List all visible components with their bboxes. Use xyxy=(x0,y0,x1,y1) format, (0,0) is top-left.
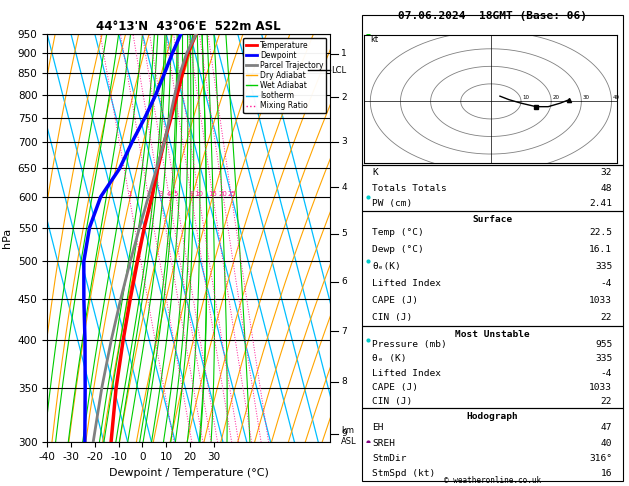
Text: 48: 48 xyxy=(601,184,612,193)
Legend: Temperature, Dewpoint, Parcel Trajectory, Dry Adiabat, Wet Adiabat, Isotherm, Mi: Temperature, Dewpoint, Parcel Trajectory… xyxy=(243,38,326,113)
Text: 16.1: 16.1 xyxy=(589,244,612,254)
Text: 7: 7 xyxy=(342,327,347,336)
Text: 22: 22 xyxy=(601,397,612,406)
Text: Hodograph: Hodograph xyxy=(466,412,518,421)
Text: 40: 40 xyxy=(613,95,620,100)
Text: 1: 1 xyxy=(127,191,131,197)
Text: 47: 47 xyxy=(601,423,612,433)
Text: 22: 22 xyxy=(601,312,612,322)
Text: Most Unstable: Most Unstable xyxy=(455,330,530,339)
Text: Pressure (mb): Pressure (mb) xyxy=(372,340,447,349)
Text: 10: 10 xyxy=(523,95,530,100)
Text: StmDir: StmDir xyxy=(372,454,406,463)
Text: 8: 8 xyxy=(342,377,347,386)
Text: 20: 20 xyxy=(219,191,228,197)
Text: km
ASL: km ASL xyxy=(342,426,357,446)
Text: Dewp (°C): Dewp (°C) xyxy=(372,244,424,254)
Text: Surface: Surface xyxy=(472,215,512,225)
Text: 2: 2 xyxy=(342,93,347,102)
Text: 2: 2 xyxy=(147,191,150,197)
Text: CAPE (J): CAPE (J) xyxy=(372,382,418,392)
Text: 4: 4 xyxy=(167,191,171,197)
Text: 335: 335 xyxy=(595,261,612,271)
Text: 15: 15 xyxy=(209,191,218,197)
Text: -4: -4 xyxy=(601,278,612,288)
Text: LCL: LCL xyxy=(331,66,346,74)
Text: -4: -4 xyxy=(601,368,612,378)
Text: Lifted Index: Lifted Index xyxy=(372,368,441,378)
Text: 3: 3 xyxy=(342,137,347,146)
Text: 40: 40 xyxy=(601,439,612,448)
Text: 5: 5 xyxy=(174,191,179,197)
Bar xyxy=(362,15,623,165)
Bar xyxy=(362,165,623,211)
Text: 4: 4 xyxy=(342,183,347,191)
Text: CAPE (J): CAPE (J) xyxy=(372,295,418,305)
X-axis label: Dewpoint / Temperature (°C): Dewpoint / Temperature (°C) xyxy=(109,468,269,478)
Text: Temp (°C): Temp (°C) xyxy=(372,227,424,237)
Text: 07.06.2024  18GMT (Base: 06): 07.06.2024 18GMT (Base: 06) xyxy=(398,11,587,21)
Text: 955: 955 xyxy=(595,340,612,349)
Text: 16: 16 xyxy=(601,469,612,478)
Text: Totals Totals: Totals Totals xyxy=(372,184,447,193)
Text: 8: 8 xyxy=(189,191,194,197)
Text: θₑ (K): θₑ (K) xyxy=(372,354,406,364)
Text: 20: 20 xyxy=(553,95,560,100)
Bar xyxy=(362,326,623,408)
Text: kt: kt xyxy=(370,35,379,44)
Y-axis label: hPa: hPa xyxy=(2,228,12,248)
Text: 25: 25 xyxy=(227,191,236,197)
Text: 30: 30 xyxy=(583,95,590,100)
Text: θₑ(K): θₑ(K) xyxy=(372,261,401,271)
Text: 335: 335 xyxy=(595,354,612,364)
Text: K: K xyxy=(372,169,378,177)
Text: 32: 32 xyxy=(601,169,612,177)
Text: StmSpd (kt): StmSpd (kt) xyxy=(372,469,435,478)
Bar xyxy=(362,211,623,326)
Text: 5: 5 xyxy=(342,229,347,239)
Text: 6: 6 xyxy=(342,278,347,286)
Text: SREH: SREH xyxy=(372,439,395,448)
Text: 1033: 1033 xyxy=(589,382,612,392)
Text: 2.41: 2.41 xyxy=(589,199,612,208)
Text: 316°: 316° xyxy=(589,454,612,463)
Text: 9: 9 xyxy=(342,429,347,438)
Text: 10: 10 xyxy=(194,191,203,197)
Text: 22.5: 22.5 xyxy=(589,227,612,237)
Text: EH: EH xyxy=(372,423,384,433)
Bar xyxy=(362,408,623,481)
Text: Lifted Index: Lifted Index xyxy=(372,278,441,288)
Text: © weatheronline.co.uk: © weatheronline.co.uk xyxy=(443,475,541,485)
Text: 1033: 1033 xyxy=(589,295,612,305)
Text: 1: 1 xyxy=(342,49,347,58)
Text: CIN (J): CIN (J) xyxy=(372,397,413,406)
Text: 3: 3 xyxy=(158,191,163,197)
Text: PW (cm): PW (cm) xyxy=(372,199,413,208)
Title: 44°13'N  43°06'E  522m ASL: 44°13'N 43°06'E 522m ASL xyxy=(96,20,281,33)
Text: CIN (J): CIN (J) xyxy=(372,312,413,322)
